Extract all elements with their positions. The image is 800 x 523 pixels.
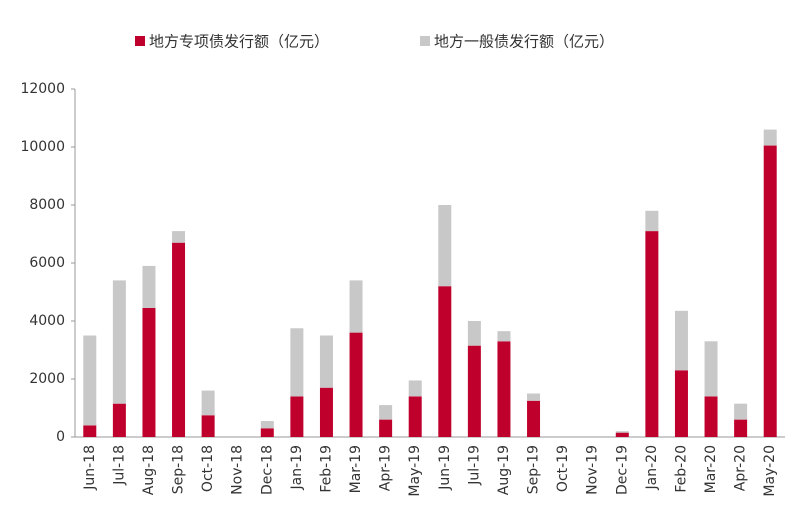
y-tick-label: 0 xyxy=(56,429,65,445)
bar-segment xyxy=(408,380,422,397)
legend-swatch xyxy=(135,36,145,46)
bar-segment xyxy=(319,387,333,437)
bar-segment xyxy=(438,286,452,437)
x-tick-label: May-20 xyxy=(762,445,778,497)
x-tick-label: Aug-19 xyxy=(496,445,512,495)
bar-segment xyxy=(527,393,541,401)
x-tick-label: Jan-20 xyxy=(644,445,660,490)
x-tick-label: Jul-19 xyxy=(466,445,482,486)
x-tick-label: May-19 xyxy=(407,445,423,497)
bar-segment xyxy=(172,231,186,243)
bar-segment xyxy=(83,335,97,426)
bar-segment xyxy=(615,431,629,433)
bar-segment xyxy=(467,345,481,437)
bar-segment xyxy=(290,328,304,397)
x-tick-label: Oct-18 xyxy=(200,445,216,492)
bar-segment xyxy=(201,390,215,416)
x-tick-label: Apr-19 xyxy=(378,445,394,491)
bar-segment xyxy=(408,396,422,437)
bar-segment xyxy=(704,396,718,437)
bar-segment xyxy=(497,331,511,342)
bar-segment xyxy=(645,210,659,232)
y-tick-label: 8000 xyxy=(29,197,65,213)
legend-label: 地方专项债发行额（亿元） xyxy=(149,33,329,51)
y-tick-label: 12000 xyxy=(20,81,65,97)
legend-swatch xyxy=(420,36,430,46)
x-tick-label: Dec-19 xyxy=(614,445,630,495)
x-tick-label: Jul-18 xyxy=(111,445,127,486)
x-tick-label: Sep-19 xyxy=(526,445,542,494)
bar-segment xyxy=(527,400,541,437)
x-tick-label: Jun-18 xyxy=(82,445,98,491)
bar-segment xyxy=(674,310,688,371)
bar-segment xyxy=(319,335,333,388)
bar-segment xyxy=(142,265,156,308)
x-tick-label: Dec-18 xyxy=(259,445,275,495)
bar-segment xyxy=(645,231,659,437)
bar-segment xyxy=(349,280,363,333)
bar-segment xyxy=(704,341,718,397)
bar-segment xyxy=(260,428,274,437)
x-tick-label: Nov-19 xyxy=(585,445,601,495)
bar-segment xyxy=(734,403,748,420)
y-tick-label: 2000 xyxy=(29,371,65,387)
x-tick-label: Aug-18 xyxy=(141,445,157,495)
y-tick-label: 4000 xyxy=(29,313,65,329)
bar-segment xyxy=(763,145,777,438)
x-tick-label: Feb-20 xyxy=(673,445,689,493)
bar-segment xyxy=(349,332,363,437)
bar-segment xyxy=(260,421,274,429)
bar-segment xyxy=(379,405,393,420)
x-tick-label: Mar-19 xyxy=(348,445,364,493)
x-tick-label: Mar-20 xyxy=(703,445,719,493)
bar-segment xyxy=(734,419,748,437)
y-tick-label: 6000 xyxy=(29,255,65,271)
bar-segment xyxy=(615,432,629,437)
x-tick-label: Sep-18 xyxy=(171,445,187,494)
x-tick-label: Jan-19 xyxy=(289,445,305,490)
bar-segment xyxy=(142,307,156,437)
y-tick-label: 10000 xyxy=(20,139,65,155)
bar-segment xyxy=(290,396,304,437)
bar-segment xyxy=(112,280,126,404)
x-tick-label: Feb-19 xyxy=(318,445,334,493)
bar-segment xyxy=(438,205,452,287)
bar-segment xyxy=(83,425,97,437)
x-tick-label: Nov-18 xyxy=(230,445,246,495)
bar-segment xyxy=(674,370,688,437)
bar-segment xyxy=(763,129,777,146)
legend-label: 地方一般债发行额（亿元） xyxy=(434,33,614,51)
x-tick-label: Jun-19 xyxy=(437,445,453,491)
bar-segment xyxy=(112,403,126,437)
x-tick-label: Apr-20 xyxy=(733,445,749,491)
x-tick-label: Oct-19 xyxy=(555,445,571,492)
bar-segment xyxy=(201,415,215,437)
bar-segment xyxy=(172,242,186,437)
bar-segment xyxy=(379,419,393,437)
bar-segment xyxy=(497,341,511,437)
bar-segment xyxy=(467,321,481,346)
